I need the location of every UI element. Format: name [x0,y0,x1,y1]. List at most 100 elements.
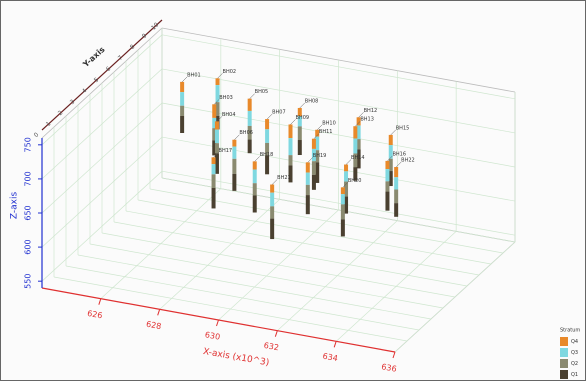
borehole-segment [394,203,399,217]
borehole-segment [340,219,345,237]
borehole-segment [252,183,257,196]
borehole-label: BH21 [277,175,291,181]
legend-label: Q1 [571,372,578,378]
borehole-segment [305,162,310,173]
y-tick-label: 8 [129,43,137,51]
borehole-segment [232,173,237,191]
y-tick-label: 2 [57,109,65,117]
x-tick [392,351,396,359]
label-leader [216,116,223,122]
borehole-segment [297,116,302,127]
grid-line [41,170,163,282]
borehole-label: BH18 [260,152,274,158]
borehole-label: BH17 [219,148,233,154]
borehole-segment [394,167,399,178]
legend-label: Q2 [571,361,578,367]
borehole-segment [212,128,217,141]
borehole-label: BH04 [222,112,236,118]
borehole-segment [344,164,349,172]
x-tick [157,309,161,316]
borehole-label: BH15 [396,125,410,131]
label-leader [342,182,349,188]
borehole-segment [311,148,316,162]
borehole-segment [252,169,257,184]
borehole-segment [297,107,302,117]
label-leader [387,155,393,162]
grid-line [161,177,516,243]
z-tick-label: 650 [24,205,33,220]
borehole-segment [212,117,217,129]
grid-line [161,136,516,202]
borehole-segment [353,138,358,154]
borehole-label: BH02 [223,69,237,75]
borehole-segment [211,164,216,175]
borehole-segment [232,139,237,147]
y-tick-label: 4 [81,87,89,95]
grid-line [161,170,516,236]
borehole-segment [212,140,217,156]
label-leader [266,113,273,120]
borehole-segment [232,146,237,159]
grid-line [53,276,408,342]
borehole-segment [265,129,270,143]
borehole-segment [305,172,310,185]
borehole-label: BH08 [305,98,319,104]
borehole-segment [340,194,345,205]
label-leader [307,157,313,163]
borehole-segment [297,140,302,156]
borehole-segment [385,169,390,182]
y-tick-label: 1 [45,120,53,128]
borehole-segment [247,139,252,154]
borehole-segment [344,196,349,214]
borehole-segment [180,92,185,106]
y-axis [41,19,163,131]
borehole-segment [388,145,393,159]
grid-line [137,199,492,265]
label-leader [299,102,305,109]
borehole-label: BH14 [351,155,365,161]
borehole-segment [288,155,293,166]
borehole-label: BH05 [255,89,269,95]
label-leader [213,152,219,158]
borehole-segment [265,119,270,130]
borehole-segment [247,125,252,140]
borehole-segment [311,174,316,190]
borehole-segment [388,171,393,187]
borehole-segment [305,195,310,215]
borehole-segment [215,102,220,116]
label-leader [317,124,323,130]
borehole-segment [265,142,270,156]
borehole-segment [212,104,217,118]
borehole-segment [353,126,358,139]
x-tick-label: 634 [322,352,339,364]
borehole-segment [353,153,358,168]
grid-line [41,136,163,248]
borehole-segment [214,143,219,154]
borehole-segment [247,110,252,126]
z-tick-label: 750 [24,137,33,152]
borehole-segment [265,155,270,175]
borehole-segment [180,105,185,116]
borehole-segment [232,158,237,174]
borehole-segment [247,98,252,111]
borehole-segment [215,85,220,103]
grid-line [125,210,480,276]
label-leader [254,156,260,162]
y-tick-label: 0 [33,131,41,139]
borehole-label: BH03 [219,95,233,101]
label-leader [355,121,361,127]
borehole-segment [394,177,399,190]
label-leader [234,134,240,140]
borehole-segment [270,184,275,193]
y-tick-label: 6 [105,65,113,73]
legend-label: Q3 [571,350,578,356]
borehole-segment [214,121,219,130]
y-tick-label: 10 [150,21,160,31]
borehole-segment [214,129,219,144]
x-tick [274,330,278,337]
borehole-segment [344,171,349,182]
label-leader [358,112,364,118]
borehole-segment [180,115,185,133]
